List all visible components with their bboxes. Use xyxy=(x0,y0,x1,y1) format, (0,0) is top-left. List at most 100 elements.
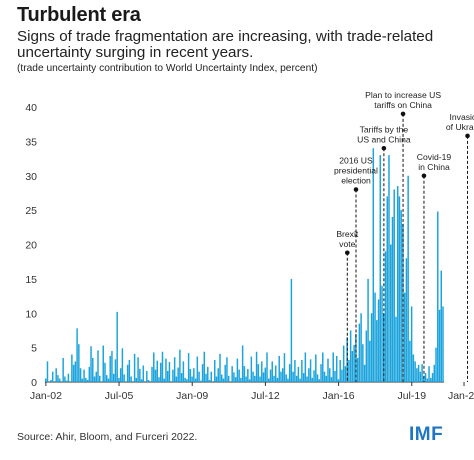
bar xyxy=(168,362,171,382)
bar xyxy=(362,344,364,382)
bar xyxy=(353,344,355,383)
y-tick-label: 5 xyxy=(31,343,37,355)
bar xyxy=(294,360,296,382)
annotation-marker xyxy=(465,133,470,139)
bar xyxy=(121,348,124,382)
bar xyxy=(349,330,352,382)
bar xyxy=(201,364,204,383)
bar xyxy=(297,366,300,383)
bar xyxy=(269,369,272,383)
bar xyxy=(46,361,49,383)
x-tick-label: Jan-16 xyxy=(323,390,355,402)
bar xyxy=(163,378,165,382)
bar xyxy=(233,372,235,382)
bar xyxy=(111,351,113,382)
bar xyxy=(384,251,387,383)
bar xyxy=(104,362,106,382)
bar xyxy=(175,376,178,382)
bar xyxy=(285,374,287,382)
bar xyxy=(334,371,336,382)
annotation-label: Covid-19 in China xyxy=(417,152,452,172)
y-tick-label: 35 xyxy=(25,136,37,148)
bar xyxy=(203,351,206,382)
bar xyxy=(374,292,376,383)
bar xyxy=(316,374,319,382)
bar xyxy=(135,377,138,383)
bar xyxy=(398,196,401,383)
bar xyxy=(194,378,197,382)
bar xyxy=(332,352,334,382)
bar xyxy=(151,366,153,383)
bar xyxy=(431,373,434,382)
bar xyxy=(109,355,111,383)
bar xyxy=(335,355,338,383)
bar xyxy=(308,368,310,382)
bar xyxy=(219,353,221,382)
imf-logo: IMF xyxy=(409,424,444,445)
x-tick-label: Jan-02 xyxy=(30,390,62,402)
bar xyxy=(238,369,240,383)
bar xyxy=(240,377,242,383)
bar xyxy=(395,316,397,382)
bar xyxy=(74,361,77,383)
bar xyxy=(112,373,115,382)
bar xyxy=(88,366,91,383)
bar xyxy=(360,313,362,382)
bar xyxy=(318,379,321,382)
bar xyxy=(376,320,378,383)
annotation-marker xyxy=(353,187,359,192)
bar xyxy=(165,358,167,382)
bar-series xyxy=(45,148,444,383)
bar xyxy=(166,371,169,382)
bar xyxy=(191,376,193,382)
bar xyxy=(372,148,375,382)
x-tick-label: Jul-05 xyxy=(105,390,134,402)
bar xyxy=(264,367,267,382)
bar xyxy=(337,379,340,382)
bar xyxy=(252,371,254,382)
bar xyxy=(281,368,284,382)
bar xyxy=(85,377,87,383)
annotation-marker xyxy=(421,173,427,179)
bar xyxy=(295,375,298,382)
bar xyxy=(417,364,420,382)
bar xyxy=(241,345,244,382)
bar xyxy=(243,366,246,382)
x-tick-label: Jan-09 xyxy=(176,390,208,402)
bar xyxy=(114,359,117,382)
source-note: Source: Ahir, Bloom, and Furceri 2022. xyxy=(17,431,198,443)
bar xyxy=(177,367,179,382)
bar xyxy=(268,378,270,382)
annotation-label: Plan to increase US tariffs on China xyxy=(365,90,441,110)
bar xyxy=(262,372,265,382)
bar xyxy=(205,373,207,382)
bar xyxy=(311,377,314,383)
bar xyxy=(118,377,120,383)
bar xyxy=(99,375,101,382)
bar xyxy=(147,379,150,382)
chart-title: Turbulent era xyxy=(17,4,141,26)
bar xyxy=(421,364,423,383)
bar xyxy=(215,376,218,382)
bar xyxy=(391,217,394,382)
bar xyxy=(51,371,54,382)
bar xyxy=(301,360,303,382)
bar xyxy=(339,360,341,382)
bar xyxy=(280,371,282,382)
bar xyxy=(137,357,139,382)
bar xyxy=(423,376,425,382)
bar xyxy=(105,375,108,383)
bar xyxy=(257,364,260,383)
bar xyxy=(320,364,322,383)
bar xyxy=(290,278,293,383)
y-tick-label: 10 xyxy=(25,308,37,320)
bar xyxy=(198,371,200,382)
bar xyxy=(442,306,444,383)
bar xyxy=(154,369,157,383)
bar xyxy=(173,357,176,382)
bar xyxy=(426,378,429,382)
bar xyxy=(365,330,368,382)
bar xyxy=(79,368,82,382)
bar xyxy=(234,377,237,382)
bar xyxy=(288,364,291,383)
